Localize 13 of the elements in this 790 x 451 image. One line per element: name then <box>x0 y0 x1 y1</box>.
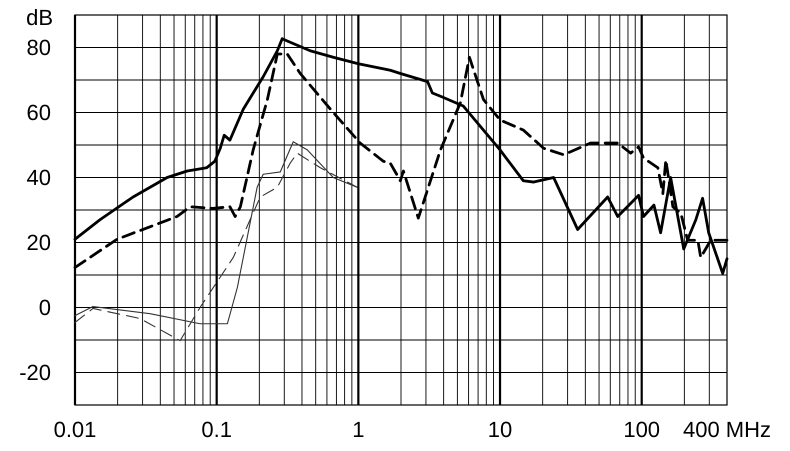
y-tick-label: 80 <box>26 35 51 60</box>
x-tick-label: 10 <box>488 417 512 442</box>
x-tick-label: 400 MHz <box>682 417 772 442</box>
x-tick-label: 100 <box>623 417 660 442</box>
y-axis-title: dB <box>26 4 53 30</box>
x-tick-label: 1 <box>352 417 364 442</box>
y-tick-label: 60 <box>26 100 51 126</box>
x-tick-label: 0.01 <box>54 417 96 442</box>
y-tick-label: -20 <box>19 360 51 386</box>
y-tick-label: 20 <box>26 230 51 256</box>
x-tick-label: 0.1 <box>201 417 232 442</box>
y-tick-label: 0 <box>38 295 51 320</box>
y-tick-label: 40 <box>26 165 51 190</box>
